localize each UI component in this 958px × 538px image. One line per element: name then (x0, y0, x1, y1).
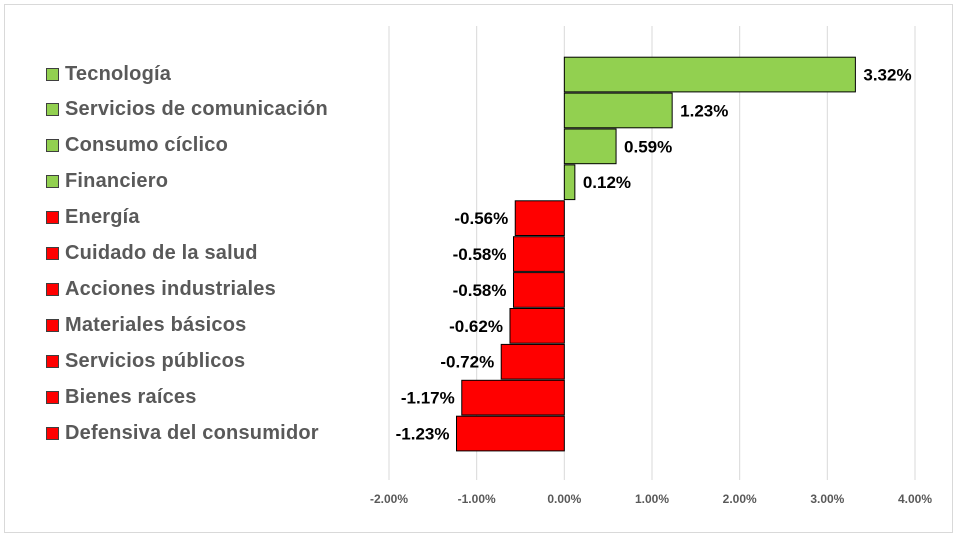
legend-label: Materiales básicos (65, 313, 247, 336)
legend-item: Servicios de comunicación (46, 92, 328, 128)
legend-swatch (46, 67, 59, 81)
data-labels: 3.32% 1.23% 0.59% 0.12% -0.56% -0.58% -0.58% -0… (396, 65, 912, 443)
x-tick-label: 3.00% (810, 492, 844, 506)
data-label: -0.72% (440, 353, 494, 372)
legend-item: Acciones industriales (46, 271, 276, 307)
bar-2 (563, 92, 673, 129)
legend-swatch (46, 318, 59, 332)
legend-item: Energía (46, 200, 140, 236)
chart-frame (4, 4, 953, 533)
legend-label: Acciones industriales (65, 277, 276, 300)
legend-label: Energía (65, 206, 140, 229)
data-label: 1.23% (680, 101, 728, 120)
legend-label: Servicios de comunicación (65, 98, 328, 121)
legend-item: Bienes raíces (46, 379, 197, 415)
legend-item: Financiero (46, 164, 168, 200)
legend-label: Cuidado de la salud (65, 242, 258, 264)
legend-swatch (46, 247, 59, 260)
data-label: 0.59% (624, 137, 672, 156)
x-tick-label: 4.00% (898, 492, 932, 506)
x-tick-label: 0.00% (547, 492, 581, 506)
legend-label: Servicios públicos (65, 349, 246, 372)
bar-1 (563, 56, 856, 93)
legend-swatch (46, 175, 59, 189)
legend-swatch (46, 139, 59, 153)
data-label: -1.17% (401, 389, 455, 408)
legend-label: Tecnología (65, 62, 172, 85)
x-tick-label: 2.00% (723, 492, 757, 506)
legend-swatch (46, 282, 59, 296)
legend-label: Bienes raíces (65, 385, 197, 408)
data-label: 3.32% (863, 65, 911, 84)
bar-9 (500, 343, 565, 380)
bar-3 (563, 128, 617, 165)
legend-label: Consumo cíclico (65, 134, 229, 157)
legend-swatch (46, 426, 59, 440)
legend-swatch (46, 103, 59, 117)
legend-swatch (46, 354, 59, 368)
bar-6 (512, 236, 565, 272)
bar-8 (509, 308, 565, 344)
legend-item: Materiales básicos (46, 307, 246, 343)
bar-4 (563, 164, 576, 201)
legend-label: Financiero (65, 170, 169, 193)
bar-11 (456, 415, 565, 452)
x-tick-label: -1.00% (458, 492, 496, 506)
data-label: -0.58% (453, 245, 507, 264)
x-tick-label: -2.00% (370, 492, 408, 506)
x-tick-label: 1.00% (635, 492, 669, 506)
data-label: -0.58% (453, 281, 507, 300)
legend-item: Servicios públicos (46, 343, 245, 379)
legend-item: Cuidado de la salud (46, 236, 258, 272)
legend-item: Defensiva del consumidor (46, 415, 319, 451)
x-tick-labels: -2.00% -1.00% 0.00% 1.00% 2.00% 3.00% 4.00% (370, 492, 932, 506)
bar-5 (514, 200, 565, 237)
bars (456, 56, 856, 452)
legend-item: Consumo cíclico (46, 128, 228, 164)
legend-item: Tecnología (46, 56, 171, 92)
legend-label: Defensiva del consumidor (65, 421, 319, 444)
legend-swatch (46, 211, 59, 225)
data-label: -0.56% (454, 209, 508, 228)
bar-10 (461, 379, 565, 416)
data-label: -0.62% (449, 317, 503, 336)
data-label: 0.12% (583, 173, 631, 192)
bar-7 (512, 272, 565, 308)
legend-swatch (46, 390, 59, 404)
data-label: -1.23% (396, 424, 450, 443)
